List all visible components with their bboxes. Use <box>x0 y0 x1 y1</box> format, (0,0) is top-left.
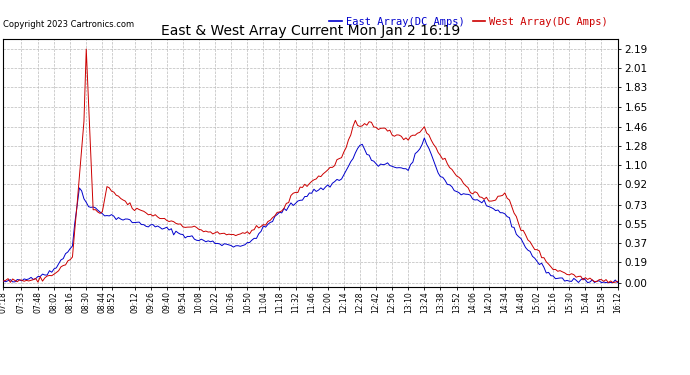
Title: East & West Array Current Mon Jan 2 16:19: East & West Array Current Mon Jan 2 16:1… <box>161 24 460 38</box>
Legend: East Array(DC Amps), West Array(DC Amps): East Array(DC Amps), West Array(DC Amps) <box>325 12 612 31</box>
Text: Copyright 2023 Cartronics.com: Copyright 2023 Cartronics.com <box>3 21 135 30</box>
